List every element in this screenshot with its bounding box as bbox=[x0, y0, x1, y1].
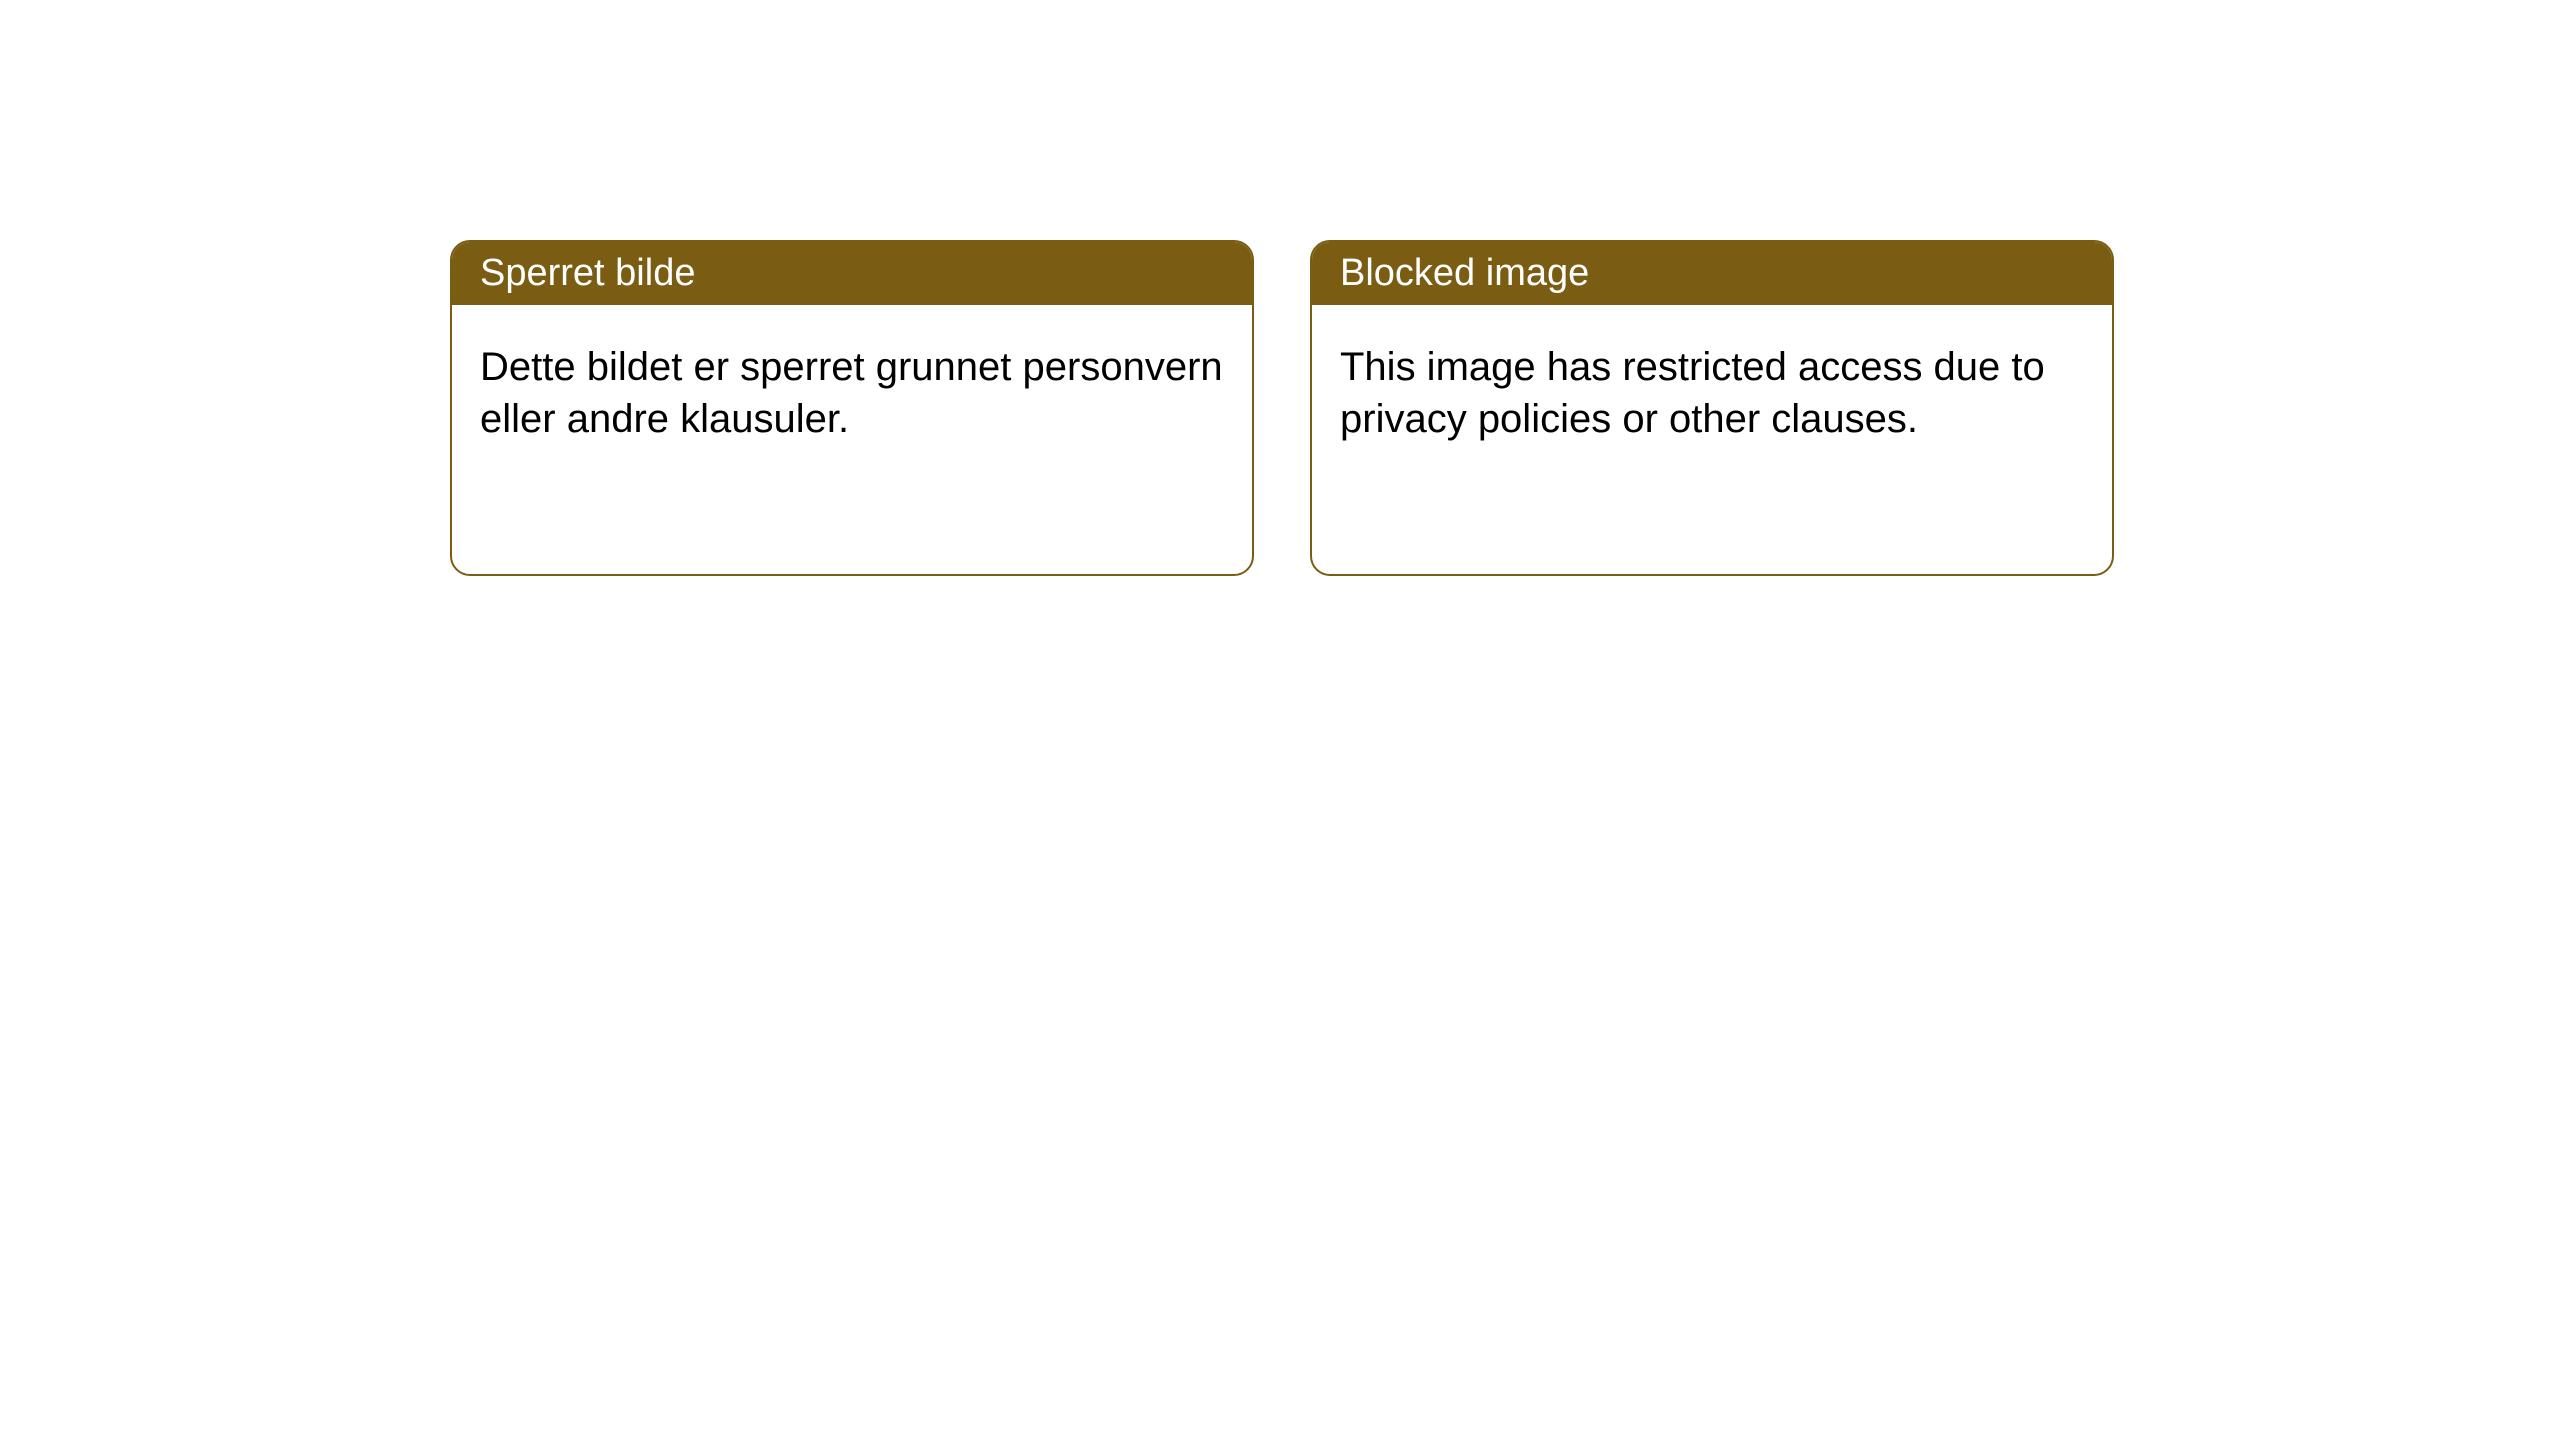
notice-body-text: This image has restricted access due to … bbox=[1340, 345, 2045, 441]
notice-card-norwegian: Sperret bilde Dette bildet er sperret gr… bbox=[450, 240, 1254, 576]
notice-card-header: Sperret bilde bbox=[452, 242, 1252, 305]
notice-card-english: Blocked image This image has restricted … bbox=[1310, 240, 2114, 576]
notice-card-body: Dette bildet er sperret grunnet personve… bbox=[452, 305, 1252, 481]
notice-title: Blocked image bbox=[1340, 252, 1589, 294]
notice-card-header: Blocked image bbox=[1312, 242, 2112, 305]
notice-container: Sperret bilde Dette bildet er sperret gr… bbox=[0, 0, 2560, 576]
notice-body-text: Dette bildet er sperret grunnet personve… bbox=[480, 345, 1223, 441]
notice-card-body: This image has restricted access due to … bbox=[1312, 305, 2112, 481]
notice-title: Sperret bilde bbox=[480, 252, 695, 294]
